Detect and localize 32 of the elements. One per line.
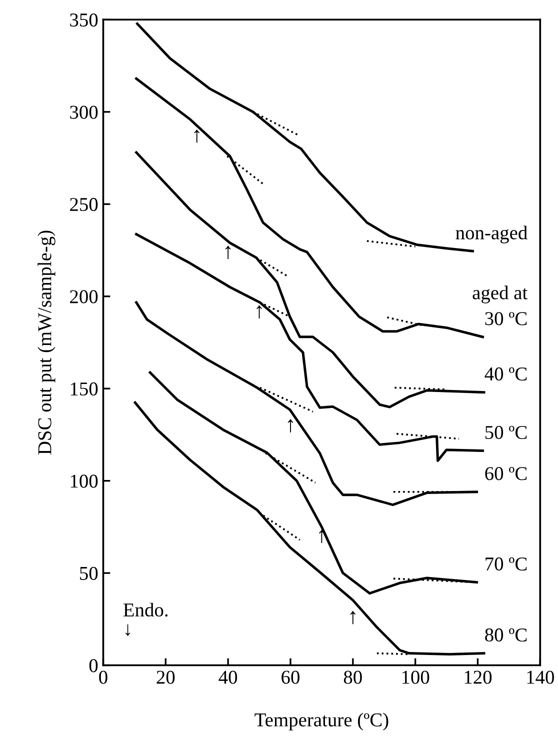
x-tick-label: 20 [156, 670, 175, 684]
series-label: 40 ºC [484, 367, 527, 381]
x-tick-label: 100 [402, 670, 430, 684]
y-tick-label: 150 [70, 382, 98, 396]
x-tick-label: 140 [527, 670, 554, 684]
series-label: 60 ºC [485, 467, 527, 480]
x-axis-title: Temperature (ºC) [254, 712, 388, 730]
y-tick-label: 50 [80, 566, 98, 580]
annotation: ↑ [225, 246, 231, 259]
annotation: aged at [472, 286, 528, 304]
y-tick-label: 0 [89, 659, 98, 672]
annotation: ↑ [194, 130, 200, 143]
series-label: non-aged [456, 226, 528, 244]
y-tick-label: 300 [70, 106, 98, 119]
x-tick-label: 80 [344, 670, 362, 684]
y-tick-label: 200 [70, 290, 98, 304]
series-label: 80 ºC [485, 628, 527, 642]
x-tick-label: 0 [99, 670, 108, 684]
series-label: 30 ºC [485, 312, 527, 326]
y-tick-label: 100 [70, 474, 98, 488]
x-tick-label: 40 [218, 670, 238, 684]
annotation: ↑ [256, 305, 262, 319]
x-tick-label: 120 [464, 670, 492, 684]
annotation: Endo. ↓ [123, 602, 168, 636]
x-tick-label: 60 [282, 670, 300, 684]
y-axis-title: DSC out put (mW/sample-g) [38, 230, 56, 455]
series-label: 70 ºC [486, 557, 527, 571]
y-tick-label: 250 [70, 198, 98, 212]
annotation: ↑ [288, 419, 294, 432]
series-label: 50 ºC [485, 426, 527, 440]
y-tick-label: 350 [70, 13, 98, 27]
annotation: ↑ [350, 611, 356, 624]
